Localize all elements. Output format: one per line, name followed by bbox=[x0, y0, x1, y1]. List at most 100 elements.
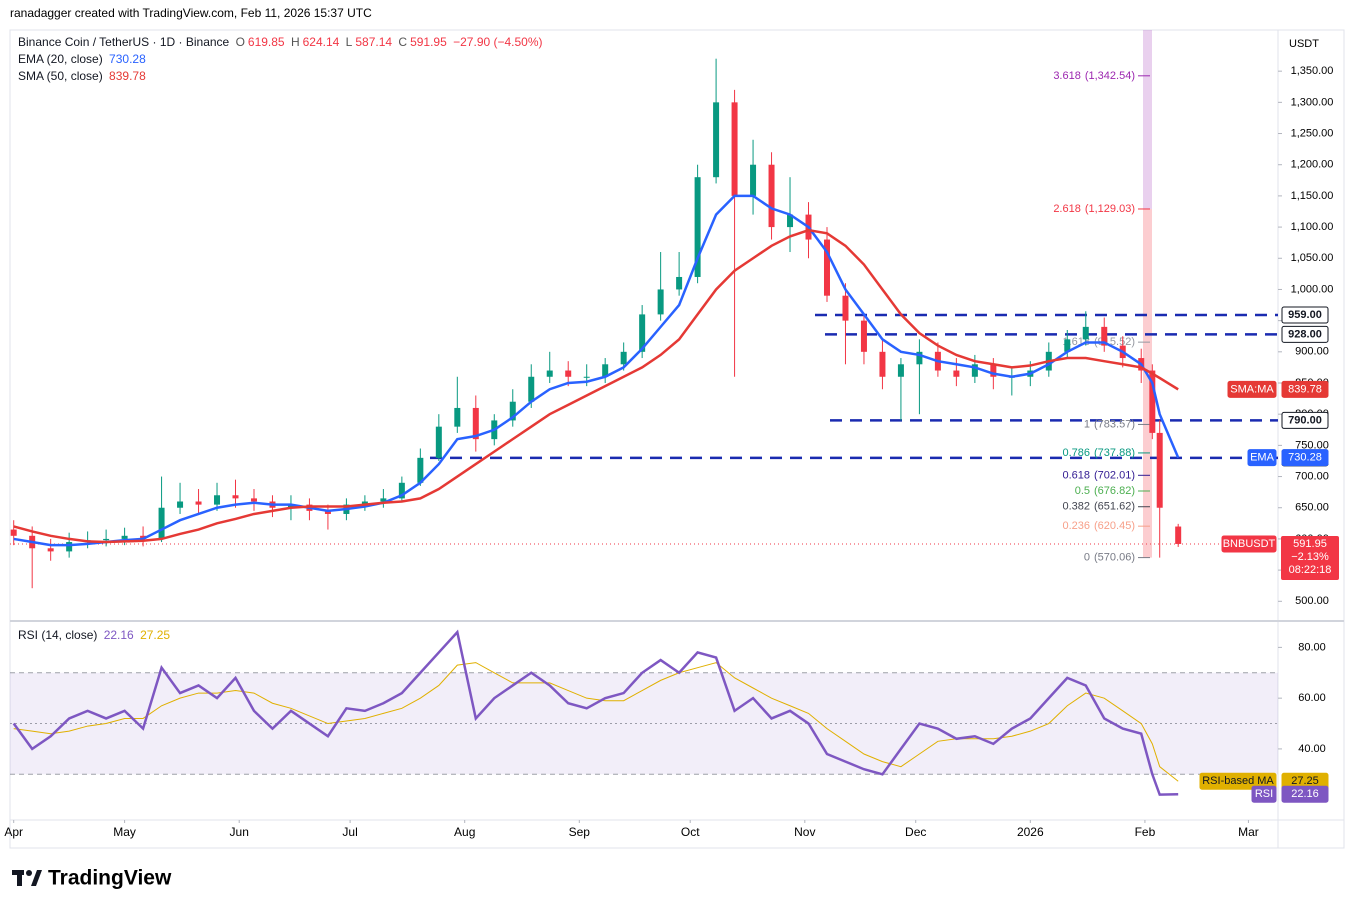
candle-body bbox=[694, 177, 701, 277]
y-tick-label: 1,100.00 bbox=[1291, 221, 1334, 233]
x-tick-label: Sep bbox=[569, 825, 591, 839]
legend-value: 22.16 bbox=[103, 628, 134, 642]
ohlc-letter: L bbox=[345, 35, 353, 49]
ohlc-value: 591.95 bbox=[410, 35, 447, 49]
candle-body bbox=[676, 276, 683, 290]
fib-label: 2.618 (1,129.03) bbox=[1053, 203, 1135, 215]
last-price: 591.95 bbox=[1293, 538, 1327, 550]
candle-body bbox=[472, 407, 479, 440]
fib-price: (737.88) bbox=[1094, 447, 1135, 459]
candle-body bbox=[1149, 370, 1156, 433]
rsi-tag-box bbox=[1251, 785, 1277, 803]
fib-label: 0.382 (651.62) bbox=[1062, 501, 1135, 513]
ohlc-letter: O bbox=[235, 35, 245, 49]
candle-body bbox=[398, 482, 405, 499]
logo: TradingView bbox=[12, 867, 172, 890]
price-pane: 3.618 (1,342.54)2.618 (1,129.03)1.618 (915.… bbox=[10, 30, 1278, 589]
candle-body bbox=[380, 498, 387, 502]
candle-body bbox=[195, 501, 202, 505]
fib-price: (702.01) bbox=[1094, 469, 1135, 481]
series-value: 730.28 bbox=[1288, 452, 1322, 464]
rsi-legend: RSI (14, close) 22.16 27.25 bbox=[18, 627, 173, 644]
symbol-tag-box bbox=[1221, 535, 1277, 553]
candle-body bbox=[361, 501, 368, 505]
candle-body bbox=[639, 314, 646, 352]
candle-body bbox=[528, 376, 535, 402]
fib-price: (676.82) bbox=[1094, 485, 1135, 497]
fib-label: 1 (783.57) bbox=[1084, 418, 1135, 430]
level-label: 790.00 bbox=[1288, 414, 1322, 426]
y-tick-label: 60.00 bbox=[1298, 692, 1326, 704]
fib-ratio: 0 bbox=[1084, 552, 1090, 564]
price-box bbox=[1281, 535, 1339, 580]
rsi-value-box bbox=[1281, 785, 1329, 803]
candle-body bbox=[657, 289, 664, 315]
fib-range bbox=[1143, 30, 1152, 209]
candle-body bbox=[1082, 326, 1089, 340]
rsi-value: 22.16 bbox=[1291, 788, 1319, 800]
y-tick-label: 80.00 bbox=[1298, 641, 1326, 653]
x-tick-label: Nov bbox=[794, 825, 815, 839]
candle-body bbox=[602, 364, 609, 377]
x-tick-label: Oct bbox=[681, 825, 700, 839]
legend-name: RSI (14, close) bbox=[18, 628, 98, 642]
candle-body bbox=[953, 370, 960, 377]
fib-ratio: 0.5 bbox=[1075, 485, 1090, 497]
indicator-line bbox=[12, 629, 1179, 796]
rsi-value: 27.25 bbox=[1291, 775, 1319, 787]
fib-ratio: 1 bbox=[1084, 418, 1090, 430]
legend: Binance Coin / TetherUS · 1D · Binance O… bbox=[18, 34, 546, 85]
candle-body bbox=[787, 214, 794, 228]
legend-name: SMA (50, close) bbox=[18, 69, 103, 83]
last-change: −2.13% bbox=[1291, 551, 1329, 563]
candle-body bbox=[620, 351, 627, 365]
x-tick-label: Jun bbox=[230, 825, 249, 839]
countdown: 08:22:18 bbox=[1289, 564, 1332, 576]
candle-body bbox=[1064, 339, 1071, 352]
candle-body bbox=[232, 495, 239, 499]
candle-body bbox=[879, 351, 886, 377]
indicator-line bbox=[13, 194, 1180, 547]
candle-body bbox=[158, 507, 165, 539]
fib-ratio: 0.236 bbox=[1062, 520, 1090, 532]
x-tick-label: Jul bbox=[342, 825, 357, 839]
y-tick-label: 700.00 bbox=[1295, 470, 1329, 482]
legend-value: 27.25 bbox=[140, 628, 171, 642]
candle-body bbox=[103, 538, 110, 541]
candle-body bbox=[823, 239, 830, 296]
legend-row: EMA (20, close) 730.28 bbox=[18, 51, 546, 68]
candle-body bbox=[897, 364, 904, 377]
candle-body bbox=[713, 102, 720, 178]
candle-body bbox=[250, 498, 257, 502]
fib-ratio: 3.618 bbox=[1053, 70, 1081, 82]
fib-label: 0.786 (737.88) bbox=[1062, 447, 1135, 459]
candle-body bbox=[971, 364, 978, 377]
x-tick-label: 2026 bbox=[1017, 825, 1044, 839]
legend-value: 839.78 bbox=[109, 69, 146, 83]
y-tick-label: 1,350.00 bbox=[1291, 65, 1334, 77]
rsi-tag: RSI-based MA bbox=[1202, 775, 1274, 787]
candle-body bbox=[324, 510, 331, 514]
x-tick-label: Mar bbox=[1238, 825, 1259, 839]
legend-name: EMA (20, close) bbox=[18, 52, 103, 66]
fib-price: (1,342.54) bbox=[1085, 70, 1135, 82]
candle-body bbox=[731, 102, 738, 196]
legend-value: 730.28 bbox=[109, 52, 146, 66]
y-tick-label: 650.00 bbox=[1295, 502, 1329, 514]
candle-body bbox=[750, 164, 757, 196]
series-tag: EMA bbox=[1250, 452, 1275, 464]
y-tick-label: 1,000.00 bbox=[1291, 283, 1334, 295]
brand: TradingView bbox=[48, 867, 172, 890]
fib-price: (651.62) bbox=[1094, 501, 1135, 513]
candle-body bbox=[47, 548, 54, 552]
x-tick-label: Aug bbox=[454, 825, 475, 839]
candle-body bbox=[66, 542, 73, 552]
candle-body bbox=[1101, 326, 1108, 346]
y-tick-label: 40.00 bbox=[1298, 743, 1326, 755]
y-tick-label: 500.00 bbox=[1295, 595, 1329, 607]
candle-body bbox=[121, 535, 128, 539]
x-tick-label: Apr bbox=[4, 825, 23, 839]
series-tag-box bbox=[1227, 380, 1277, 398]
candle-body bbox=[1156, 432, 1163, 508]
